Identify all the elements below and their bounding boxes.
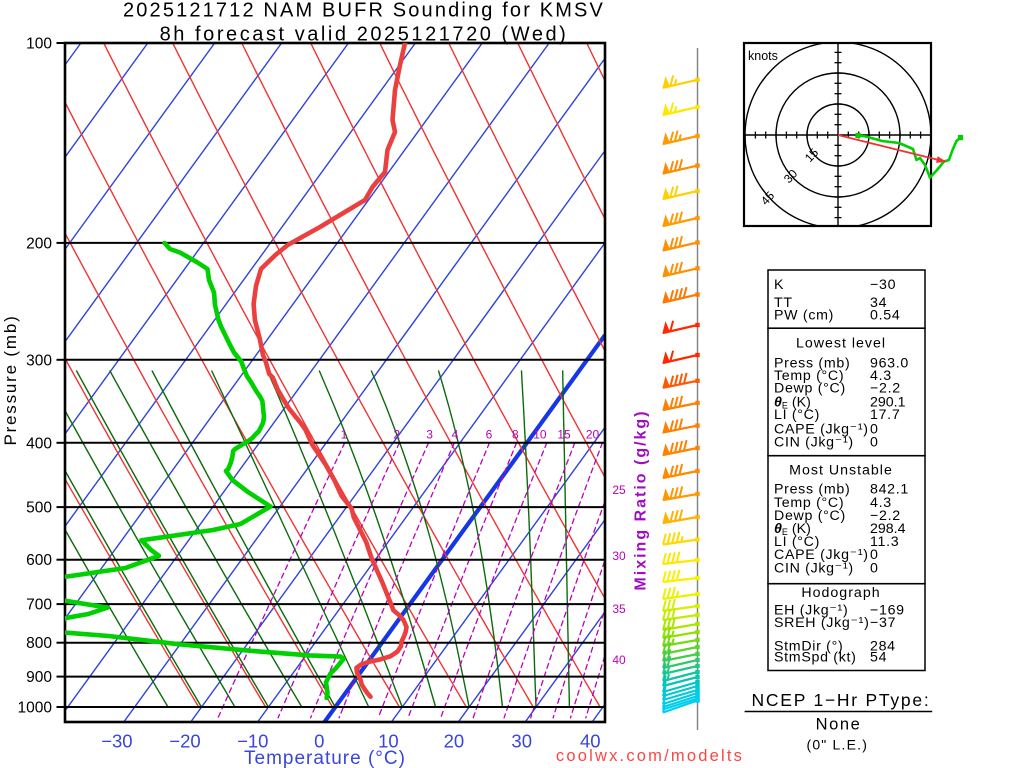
svg-text:NCEP 1−Hr PType:: NCEP 1−Hr PType:	[752, 690, 931, 710]
svg-text:0: 0	[870, 547, 879, 563]
svg-text:0.54: 0.54	[870, 308, 900, 324]
svg-text:CAPE (Jkg⁻¹): CAPE (Jkg⁻¹)	[774, 422, 869, 438]
svg-text:35: 35	[612, 602, 626, 616]
svg-text:500: 500	[26, 500, 52, 517]
svg-text:CIN (Jkg⁻¹): CIN (Jkg⁻¹)	[774, 561, 854, 577]
svg-text:LI (°C): LI (°C)	[774, 407, 820, 423]
svg-text:30: 30	[612, 549, 626, 563]
svg-text:K: K	[774, 277, 784, 293]
svg-text:20: 20	[444, 731, 465, 752]
svg-text:−20: −20	[169, 731, 200, 752]
svg-text:284: 284	[870, 639, 896, 655]
svg-text:290.1: 290.1	[870, 395, 906, 411]
svg-text:Pressure (mb): Pressure (mb)	[1, 314, 20, 445]
svg-text:Press (mb): Press (mb)	[774, 482, 850, 498]
svg-text:−30: −30	[870, 277, 896, 293]
svg-text:0: 0	[870, 422, 879, 438]
svg-text:6: 6	[486, 428, 493, 442]
svg-text:15: 15	[557, 428, 571, 442]
svg-text:2: 2	[393, 428, 400, 442]
svg-text:None: None	[816, 716, 862, 734]
svg-text:knots: knots	[748, 49, 778, 63]
svg-text:4: 4	[452, 428, 459, 442]
svg-text:Temp (°C): Temp (°C)	[774, 495, 844, 511]
svg-text:11.3: 11.3	[870, 534, 899, 550]
svg-text:0: 0	[870, 561, 879, 577]
svg-text:θE (K): θE (K)	[774, 521, 811, 537]
svg-text:EH (Jkg⁻¹): EH (Jkg⁻¹)	[774, 603, 848, 619]
svg-text:coolwx.com/modelts: coolwx.com/modelts	[556, 747, 744, 765]
svg-text:4.3: 4.3	[870, 495, 892, 511]
svg-text:4.3: 4.3	[870, 368, 892, 384]
svg-text:Dewp (°C): Dewp (°C)	[774, 381, 846, 397]
svg-text:8: 8	[512, 428, 519, 442]
svg-text:40: 40	[580, 731, 601, 752]
svg-text:0: 0	[870, 435, 879, 451]
svg-text:Press (mb): Press (mb)	[774, 356, 850, 372]
svg-text:TT: TT	[774, 295, 793, 311]
svg-text:40: 40	[612, 653, 626, 667]
svg-text:Dewp (°C): Dewp (°C)	[774, 508, 846, 524]
svg-text:(0" L.E.): (0" L.E.)	[806, 737, 868, 753]
svg-text:54: 54	[870, 650, 887, 666]
svg-text:LI (°C): LI (°C)	[774, 534, 820, 550]
svg-text:200: 200	[26, 235, 52, 252]
svg-text:StmDir (°): StmDir (°)	[774, 639, 843, 655]
svg-text:−10: −10	[237, 731, 268, 752]
svg-text:842.1: 842.1	[870, 482, 909, 498]
svg-text:900: 900	[26, 669, 52, 686]
svg-text:300: 300	[26, 352, 52, 369]
svg-text:Mixing Ratio (g/kg): Mixing Ratio (g/kg)	[633, 409, 650, 590]
svg-text:Temperature (°C): Temperature (°C)	[244, 748, 406, 768]
svg-text:Hodograph: Hodograph	[801, 585, 880, 601]
svg-text:1000: 1000	[18, 700, 53, 717]
svg-text:−169: −169	[870, 603, 905, 619]
svg-text:StmSpd (kt): StmSpd (kt)	[774, 650, 857, 666]
svg-text:−2.2: −2.2	[870, 381, 901, 397]
svg-text:400: 400	[26, 435, 52, 452]
svg-text:10: 10	[378, 731, 399, 752]
svg-text:3: 3	[426, 428, 433, 442]
svg-text:800: 800	[26, 635, 52, 652]
svg-text:2025121712 NAM BUFR Sounding f: 2025121712 NAM BUFR Sounding for KMSV	[123, 0, 605, 22]
svg-text:−37: −37	[870, 615, 896, 631]
svg-text:10: 10	[533, 428, 547, 442]
svg-text:100: 100	[26, 36, 52, 53]
svg-text:25: 25	[612, 483, 626, 497]
svg-text:Temp (°C): Temp (°C)	[774, 368, 844, 384]
svg-text:8h forecast valid 2025121720 (: 8h forecast valid 2025121720 (Wed)	[160, 24, 569, 46]
svg-text:1: 1	[341, 428, 348, 442]
svg-text:SREH (Jkg⁻¹): SREH (Jkg⁻¹)	[774, 615, 870, 631]
svg-text:−2.2: −2.2	[870, 508, 901, 524]
svg-text:0: 0	[314, 731, 324, 752]
svg-text:20: 20	[586, 428, 600, 442]
svg-text:θE (K): θE (K)	[774, 395, 811, 411]
svg-text:−30: −30	[101, 731, 132, 752]
svg-text:Most Unstable: Most Unstable	[789, 463, 893, 479]
svg-text:17.7: 17.7	[870, 407, 900, 423]
svg-text:700: 700	[26, 597, 52, 614]
svg-text:Lowest level: Lowest level	[796, 336, 886, 352]
svg-text:CIN (Jkg⁻¹): CIN (Jkg⁻¹)	[774, 435, 854, 451]
svg-text:PW (cm): PW (cm)	[774, 308, 834, 324]
svg-text:298.4: 298.4	[870, 521, 906, 537]
svg-text:30: 30	[511, 731, 532, 752]
svg-text:34: 34	[870, 295, 887, 311]
svg-text:CAPE (Jkg⁻¹): CAPE (Jkg⁻¹)	[774, 547, 869, 563]
svg-text:600: 600	[26, 552, 52, 569]
svg-text:963.0: 963.0	[870, 356, 909, 372]
